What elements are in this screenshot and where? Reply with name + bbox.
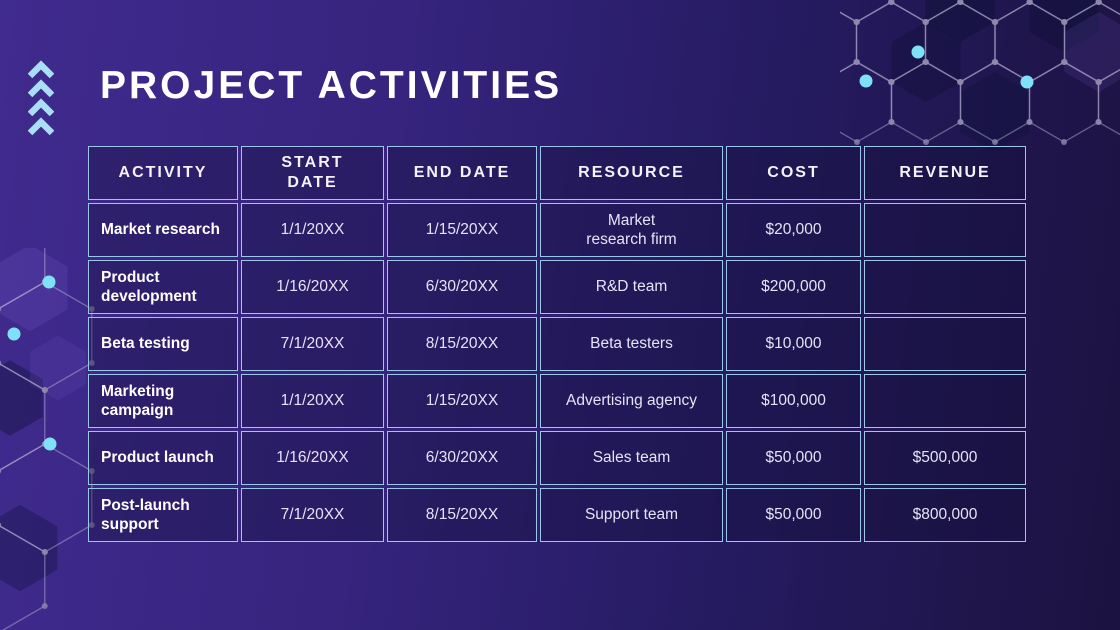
cell-end-date: 8/15/20XX xyxy=(387,317,537,371)
cell-start-date: 7/1/20XX xyxy=(241,488,384,542)
page-title: PROJECT ACTIVITIES xyxy=(100,64,563,107)
cell-cost: $200,000 xyxy=(726,260,861,314)
chevron-up-icon xyxy=(28,117,54,136)
table-header-row: ACTIVITY START DATE END DATE RESOURCE CO… xyxy=(88,146,1026,200)
activities-table: ACTIVITY START DATE END DATE RESOURCE CO… xyxy=(85,143,1029,545)
cell-activity: Product launch xyxy=(88,431,238,485)
cell-cost: $20,000 xyxy=(726,203,861,257)
cell-end-date: 1/15/20XX xyxy=(387,374,537,428)
column-header-end-date: END DATE xyxy=(387,146,537,200)
cell-resource: R&D team xyxy=(540,260,723,314)
chevron-up-icons xyxy=(28,60,54,136)
chevron-up-icon xyxy=(28,98,54,117)
cell-start-date: 1/16/20XX xyxy=(241,260,384,314)
table-row: Post-launch support 7/1/20XX 8/15/20XX S… xyxy=(88,488,1026,542)
table-row: Product launch 1/16/20XX 6/30/20XX Sales… xyxy=(88,431,1026,485)
column-header-cost: COST xyxy=(726,146,861,200)
cell-revenue xyxy=(864,317,1026,371)
hexagon-pattern-top-right-icon xyxy=(840,0,1120,150)
cell-end-date: 1/15/20XX xyxy=(387,203,537,257)
chevron-up-icon xyxy=(28,60,54,79)
chevron-up-icon xyxy=(28,79,54,98)
column-header-revenue: REVENUE xyxy=(864,146,1026,200)
cell-revenue xyxy=(864,203,1026,257)
cell-revenue: $800,000 xyxy=(864,488,1026,542)
cell-start-date: 1/1/20XX xyxy=(241,374,384,428)
cell-activity: Product development xyxy=(88,260,238,314)
cell-revenue xyxy=(864,374,1026,428)
cell-cost: $10,000 xyxy=(726,317,861,371)
cell-cost: $50,000 xyxy=(726,431,861,485)
table-row: Market research 1/1/20XX 1/15/20XX Marke… xyxy=(88,203,1026,257)
cell-resource: Sales team xyxy=(540,431,723,485)
cell-revenue: $500,000 xyxy=(864,431,1026,485)
table-row: Marketing campaign 1/1/20XX 1/15/20XX Ad… xyxy=(88,374,1026,428)
table-row: Product development 1/16/20XX 6/30/20XX … xyxy=(88,260,1026,314)
column-header-start-date: START DATE xyxy=(241,146,384,200)
cell-activity: Post-launch support xyxy=(88,488,238,542)
cell-resource: Support team xyxy=(540,488,723,542)
column-header-activity: ACTIVITY xyxy=(88,146,238,200)
cell-activity: Marketing campaign xyxy=(88,374,238,428)
cell-end-date: 6/30/20XX xyxy=(387,431,537,485)
cell-activity: Beta testing xyxy=(88,317,238,371)
cell-cost: $50,000 xyxy=(726,488,861,542)
table-row: Beta testing 7/1/20XX 8/15/20XX Beta tes… xyxy=(88,317,1026,371)
cell-start-date: 1/1/20XX xyxy=(241,203,384,257)
hexagon-pattern-bottom-left-icon xyxy=(0,248,95,630)
column-header-resource: RESOURCE xyxy=(540,146,723,200)
cell-start-date: 7/1/20XX xyxy=(241,317,384,371)
cell-end-date: 6/30/20XX xyxy=(387,260,537,314)
cell-resource: Beta testers xyxy=(540,317,723,371)
cell-revenue xyxy=(864,260,1026,314)
cell-cost: $100,000 xyxy=(726,374,861,428)
cell-start-date: 1/16/20XX xyxy=(241,431,384,485)
cell-end-date: 8/15/20XX xyxy=(387,488,537,542)
cell-activity: Market research xyxy=(88,203,238,257)
cell-resource: Advertising agency xyxy=(540,374,723,428)
cell-resource: Market research firm xyxy=(540,203,723,257)
